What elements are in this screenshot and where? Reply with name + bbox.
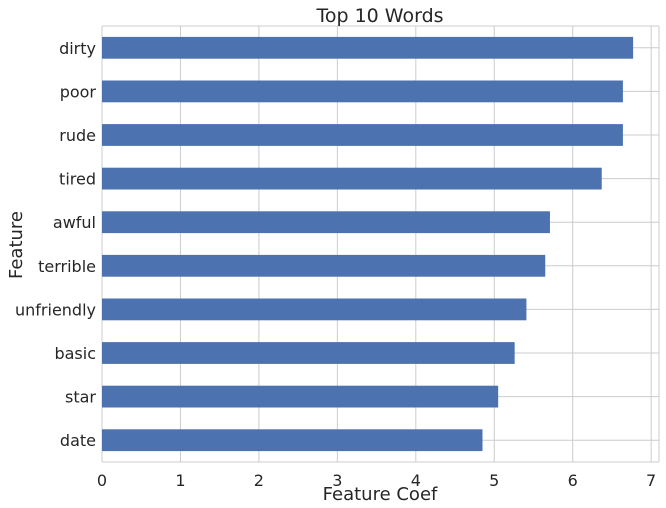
x-axis-title: Feature Coef <box>323 484 438 505</box>
x-tick-label: 0 <box>97 471 107 490</box>
y-axis-title: Feature <box>6 211 27 279</box>
x-tick-label: 7 <box>646 471 656 490</box>
chart-title: Top 10 Words <box>315 5 443 27</box>
bar-star <box>102 385 499 408</box>
y-tick-label-basic: basic <box>54 344 96 363</box>
y-tick-label-terrible: terrible <box>38 257 96 276</box>
y-tick-label-star: star <box>65 388 96 407</box>
bar-awful <box>102 211 550 234</box>
x-tick-label: 4 <box>411 471 421 490</box>
y-tick-label-date: date <box>60 431 96 450</box>
y-tick-label-poor: poor <box>60 82 97 101</box>
y-tick-label-rude: rude <box>59 126 96 145</box>
bar-unfriendly <box>102 298 527 321</box>
x-tick-label: 6 <box>568 471 578 490</box>
x-tick-label: 3 <box>332 471 342 490</box>
y-tick-label-dirty: dirty <box>59 39 96 58</box>
bar-poor <box>102 80 623 103</box>
x-tick-label: 1 <box>175 471 185 490</box>
bar-dirty <box>102 36 634 59</box>
x-tick-labels: 0 1 2 3 4 5 6 7 <box>97 471 656 490</box>
bar-date <box>102 429 483 452</box>
bar-tired <box>102 167 602 190</box>
y-tick-label-unfriendly: unfriendly <box>15 300 96 319</box>
y-tick-label-tired: tired <box>59 170 96 189</box>
y-tick-labels: dirty poor rude tired awful terrible unfriendl… <box>15 39 96 450</box>
bar-rude <box>102 124 623 146</box>
bar-basic <box>102 342 515 364</box>
bar-layer <box>102 36 634 452</box>
y-tick-label-awful: awful <box>53 213 96 232</box>
bar-terrible <box>102 254 546 277</box>
x-tick-label: 2 <box>254 471 264 490</box>
x-tick-label: 5 <box>489 471 499 490</box>
